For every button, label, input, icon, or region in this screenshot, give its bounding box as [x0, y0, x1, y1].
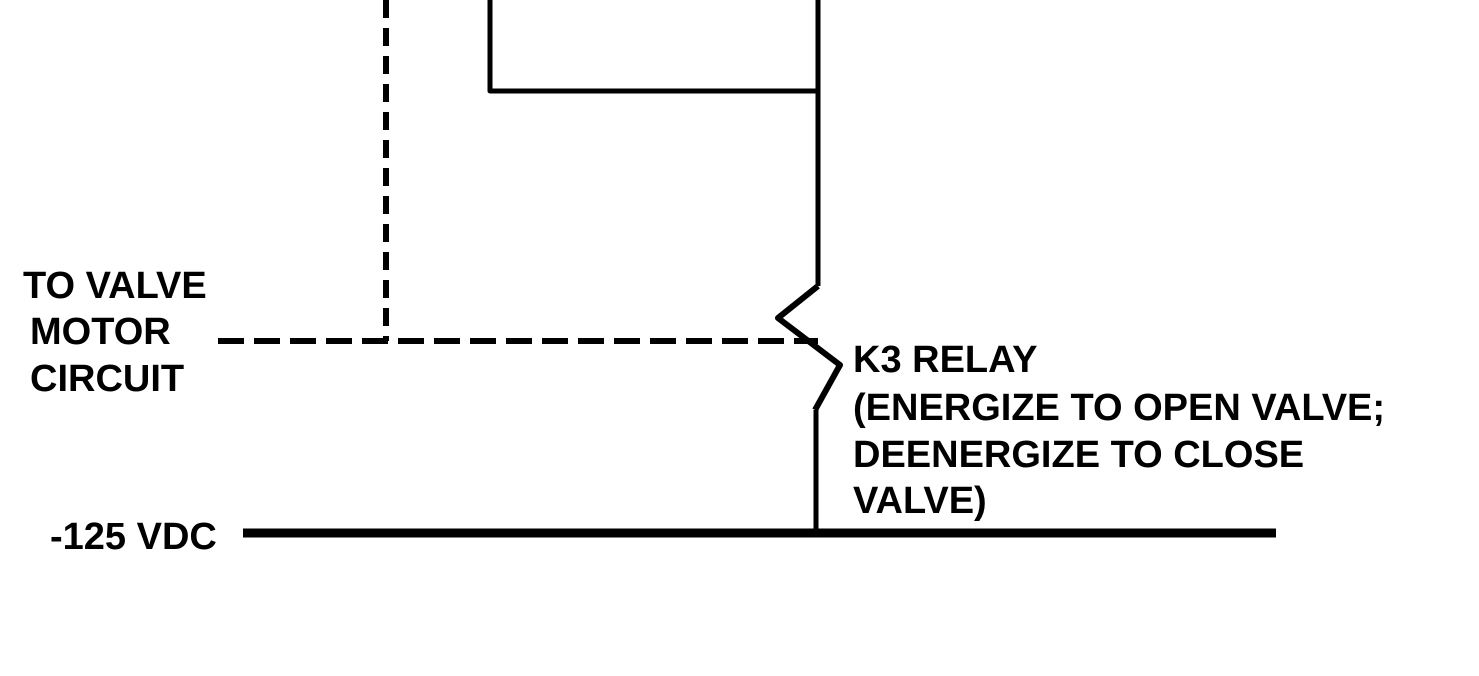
upper-loop-wire [487, 0, 818, 94]
valve-motor-label: TO VALVE MOTOR CIRCUIT [23, 265, 217, 400]
k3-relay-label: K3 RELAY (ENERGIZE TO OPEN VALVE; DEENER… [853, 339, 1396, 522]
supply-voltage-label: -125 VDC [50, 516, 217, 558]
k3-relay-coil [775, 283, 843, 412]
